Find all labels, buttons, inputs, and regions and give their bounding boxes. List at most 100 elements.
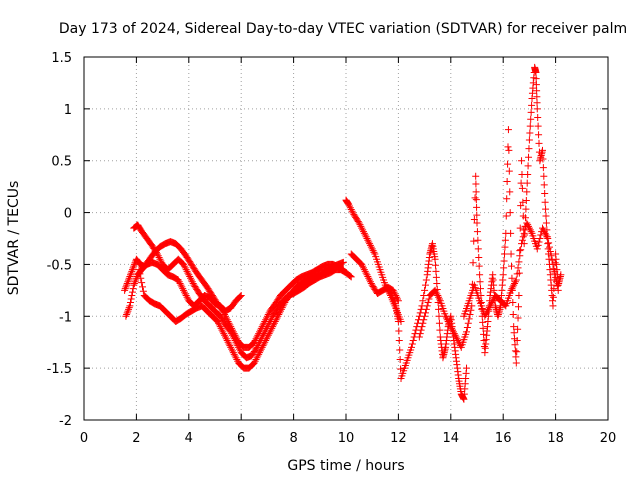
data-point: [125, 304, 133, 312]
data-point: [436, 326, 444, 334]
data-point: [522, 205, 530, 213]
data-point: [506, 209, 514, 217]
y-tick-label: -1: [59, 310, 72, 325]
data-point: [434, 292, 442, 300]
data-point: [540, 172, 548, 180]
data-point: [415, 333, 423, 341]
data-point: [452, 333, 460, 341]
data-point: [123, 311, 131, 319]
data-point: [139, 283, 147, 291]
data-point: [432, 273, 440, 281]
data-point: [510, 323, 518, 331]
data-point: [345, 200, 353, 208]
data-point: [518, 236, 526, 244]
data-point: [279, 302, 287, 310]
data-point: [473, 219, 481, 227]
data-point: [552, 278, 560, 286]
data-point: [507, 229, 515, 237]
data-point: [123, 279, 131, 287]
data-point: [514, 314, 522, 322]
data-point: [408, 343, 415, 351]
data-point: [444, 317, 452, 325]
data-point: [252, 356, 260, 363]
data-point: [463, 324, 471, 332]
data-point: [345, 271, 353, 279]
data-point: [508, 274, 516, 282]
data-point: [270, 319, 278, 327]
data-point: [532, 75, 540, 83]
data-point: [421, 309, 429, 317]
data-point: [541, 198, 549, 206]
data-point: [280, 300, 288, 308]
data-point: [128, 267, 136, 275]
data-point: [220, 330, 228, 338]
data-point: [183, 267, 191, 275]
data-point: [516, 252, 524, 260]
data-point: [502, 212, 510, 220]
data-point: [471, 194, 479, 202]
data-point: [473, 228, 481, 236]
data-point: [232, 338, 240, 346]
data-point: [423, 302, 431, 310]
x-tick-label: 0: [80, 431, 88, 446]
data-point: [513, 270, 521, 278]
data-point: [509, 283, 517, 291]
data-point: [545, 243, 553, 251]
data-point: [503, 195, 511, 203]
data-point: [180, 260, 188, 268]
data-point: [449, 326, 457, 334]
data-point: [549, 293, 557, 301]
data-point: [511, 278, 519, 286]
data-point: [552, 273, 560, 281]
data-point: [128, 288, 136, 296]
data-point: [358, 224, 366, 232]
data-point: [368, 245, 376, 253]
data-point: [472, 188, 480, 196]
x-tick-label: 2: [132, 431, 140, 446]
data-point: [549, 260, 557, 268]
data-point: [129, 264, 137, 272]
data-point: [276, 309, 284, 317]
data-point: [345, 202, 353, 210]
data-point: [122, 312, 130, 320]
sat-track-7: [387, 240, 471, 403]
data-point: [361, 231, 369, 239]
data-point: [228, 331, 236, 339]
data-point: [281, 298, 289, 306]
data-point: [475, 254, 483, 262]
data-point: [228, 347, 236, 355]
data-point: [475, 262, 483, 270]
data-point: [445, 319, 453, 327]
data-point: [474, 245, 482, 253]
data-point: [188, 278, 196, 286]
data-point: [347, 205, 355, 213]
data-point: [253, 354, 261, 362]
x-tick-label: 4: [185, 431, 193, 446]
data-point: [542, 231, 550, 239]
data-point: [433, 279, 441, 287]
data-point: [523, 219, 531, 227]
data-point: [534, 122, 542, 130]
data-point: [509, 298, 517, 306]
data-point: [507, 262, 515, 270]
data-point: [237, 292, 245, 300]
data-point: [520, 229, 528, 237]
data-point: [470, 237, 478, 245]
data-point: [179, 285, 187, 293]
data-point: [269, 323, 277, 331]
data-point: [420, 316, 428, 324]
chart-title: Day 173 of 2024, Sidereal Day-to-day VTE…: [59, 21, 627, 37]
data-point: [274, 312, 282, 320]
data-point: [446, 321, 454, 329]
data-point: [267, 326, 275, 334]
data-point: [514, 264, 522, 272]
data-point: [472, 180, 480, 188]
sat-track-6: [347, 250, 402, 305]
sat-track-5: [342, 196, 405, 325]
data-point: [367, 243, 375, 251]
data-point: [509, 311, 517, 319]
data-point: [524, 171, 532, 179]
data-point: [535, 139, 543, 147]
data-point: [178, 283, 186, 291]
data-point: [417, 326, 425, 334]
